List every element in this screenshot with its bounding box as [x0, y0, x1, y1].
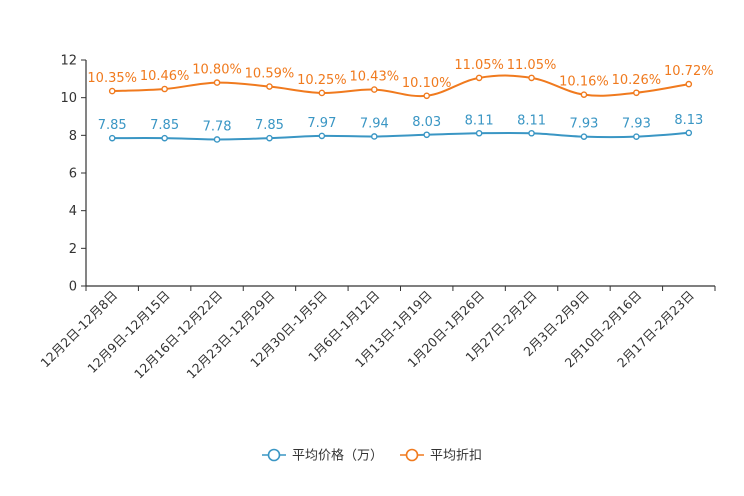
data-point[interactable]	[213, 79, 221, 86]
data-label: 7.93	[622, 117, 651, 132]
data-point[interactable]	[633, 89, 640, 97]
data-label: 8.13	[674, 113, 703, 128]
data-label: 11.05%	[454, 58, 504, 73]
data-label: 8.11	[517, 113, 546, 128]
data-point[interactable]	[423, 92, 431, 100]
data-label: 7.85	[255, 118, 284, 133]
data-label: 10.43%	[350, 70, 400, 85]
data-label: 10.26%	[612, 73, 662, 88]
data-point[interactable]	[213, 136, 221, 143]
series-price: 7.85 7.85 7.78 7.85 7.97 7.94 8.03 8.11 8.11 7.93…	[98, 113, 703, 143]
y-tick-label: 4	[69, 204, 77, 219]
data-label: 10.46%	[140, 69, 190, 84]
data-label: 10.25%	[297, 73, 347, 88]
data-point[interactable]	[161, 85, 168, 93]
data-label: 7.85	[98, 118, 127, 133]
legend-label: 平均折扣	[430, 449, 482, 464]
data-point[interactable]	[528, 129, 535, 137]
data-point[interactable]	[475, 74, 483, 82]
data-point[interactable]	[161, 134, 168, 142]
data-label: 11.05%	[507, 58, 557, 73]
x-tick-label: 12月16日-12月22日	[131, 288, 225, 382]
x-tick-label: 12月23日-12月29日	[183, 288, 277, 382]
series-line	[112, 131, 689, 141]
data-point[interactable]	[580, 91, 588, 98]
data-label: 10.10%	[402, 76, 452, 91]
data-point[interactable]	[266, 83, 273, 90]
data-label: 8.03	[412, 115, 441, 130]
legend-marker-icon	[405, 448, 419, 462]
data-label: 7.94	[360, 116, 389, 131]
data-point[interactable]	[266, 134, 273, 142]
legend-item-price[interactable]: 平均价格（万）	[262, 448, 383, 464]
y-tick-label: 2	[69, 242, 77, 257]
data-point[interactable]	[528, 74, 535, 82]
data-point[interactable]	[633, 133, 640, 140]
data-label: 10.59%	[245, 67, 295, 82]
data-label: 7.93	[569, 117, 598, 132]
data-point[interactable]	[370, 86, 378, 93]
y-tick-label: 12	[60, 54, 77, 69]
y-tick-label: 8	[69, 129, 77, 144]
data-point[interactable]	[108, 134, 116, 142]
legend-label: 平均价格（万）	[292, 448, 383, 464]
data-point[interactable]	[318, 89, 326, 97]
y-tick-label: 0	[69, 280, 77, 295]
data-label: 7.97	[307, 116, 336, 131]
data-label: 10.16%	[559, 75, 609, 90]
legend[interactable]: 平均价格（万） 平均折扣	[262, 448, 482, 464]
data-label: 10.72%	[664, 64, 714, 79]
legend-marker-icon	[267, 448, 281, 462]
series-layer: 7.85 7.85 7.78 7.85 7.97 7.94 8.03 8.11 8.11 7.93…	[87, 58, 714, 143]
data-point[interactable]	[318, 132, 326, 140]
data-label: 10.80%	[192, 63, 242, 78]
legend-item-discount[interactable]: 平均折扣	[400, 449, 482, 464]
data-point[interactable]	[370, 133, 378, 140]
y-tick-label: 6	[69, 167, 77, 182]
data-point[interactable]	[685, 129, 693, 137]
data-point[interactable]	[423, 131, 431, 139]
data-label: 7.85	[150, 118, 179, 133]
y-tick-label: 10	[60, 91, 77, 106]
series-line	[112, 74, 689, 98]
data-label: 8.11	[465, 113, 494, 128]
data-point[interactable]	[580, 133, 588, 140]
data-label: 10.35%	[87, 71, 137, 86]
data-point[interactable]	[108, 87, 116, 95]
data-point[interactable]	[685, 80, 693, 88]
series-discount: 10.35% 10.46% 10.80% 10.59% 10.25% 10.43% 10.1…	[87, 58, 714, 100]
axes: 02468101212月2日-12月8日12月9日-12月15日12月16日-1…	[37, 54, 716, 382]
data-label: 7.78	[203, 119, 232, 134]
data-point[interactable]	[475, 129, 483, 137]
